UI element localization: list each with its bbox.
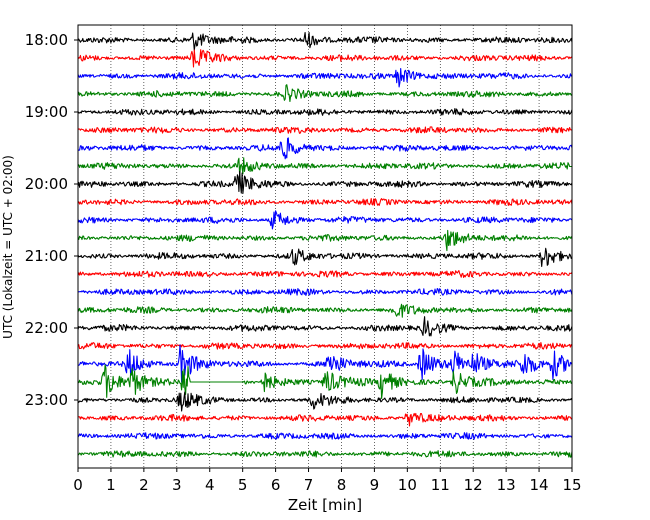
trace-row-22: [77, 432, 573, 440]
y-tick-label: 18:00: [25, 31, 68, 49]
trace-row-1: [77, 49, 573, 68]
trace-row-13: [77, 270, 573, 278]
plot-frame: [77, 24, 573, 469]
x-tick-label: 11: [431, 476, 450, 494]
trace-row-2: [77, 67, 573, 88]
trace-row-7: [77, 157, 572, 177]
x-tick-label: 7: [304, 476, 314, 494]
x-tick-label: 15: [562, 476, 581, 494]
x-axis-ticks: 0 1 2 3 4 5 6 7 8 9 10 11 12 13 14 15: [73, 468, 582, 494]
x-tick-label: 0: [73, 476, 83, 494]
y-tick-label: 22:00: [25, 319, 68, 337]
trace-row-17: [77, 342, 573, 350]
trace-row-6: [77, 137, 573, 160]
x-tick-label: 5: [238, 476, 248, 494]
x-tick-label: 14: [530, 476, 549, 494]
trace-row-14: [78, 287, 573, 296]
grid-lines: [110, 25, 540, 468]
x-tick-label: 8: [337, 476, 347, 494]
y-tick-label: 19:00: [25, 103, 68, 121]
y-axis-label: UTC (Lokalzeit = UTC + 02:00): [1, 155, 15, 339]
trace-row-4: [77, 107, 573, 116]
y-axis-ticks: 18:00 19:00 20:00 21:00 22:00 23:00: [25, 31, 78, 409]
trace-row-16: [77, 316, 573, 337]
trace-row-3: [77, 84, 573, 103]
x-tick-label: 2: [139, 476, 149, 494]
trace-row-15: [77, 303, 573, 318]
x-tick-label: 6: [271, 476, 281, 494]
trace-row-10: [77, 210, 573, 230]
trace-row-5: [77, 126, 573, 134]
x-tick-label: 1: [106, 476, 116, 494]
x-tick-label: 12: [464, 476, 483, 494]
y-tick-label: 23:00: [25, 391, 68, 409]
trace-row-20: [77, 391, 573, 412]
trace-row-8: [77, 170, 573, 194]
x-tick-label: 4: [205, 476, 215, 494]
x-tick-label: 3: [172, 476, 182, 494]
x-tick-label: 10: [398, 476, 417, 494]
y-tick-label: 21:00: [25, 247, 68, 265]
x-axis-label: Zeit [min]: [288, 496, 362, 514]
seismic-traces: [77, 31, 573, 458]
trace-row-9: [77, 198, 573, 206]
x-tick-label: 13: [497, 476, 516, 494]
trace-row-18: [77, 344, 573, 383]
trace-row-12: [77, 247, 573, 267]
trace-row-11: [77, 229, 573, 252]
trace-row-19: [77, 364, 573, 400]
trace-row-23: [77, 450, 573, 458]
trace-row-21: [78, 412, 573, 427]
trace-row-0: [77, 31, 573, 51]
x-tick-label: 9: [370, 476, 380, 494]
y-tick-label: 20:00: [25, 175, 68, 193]
